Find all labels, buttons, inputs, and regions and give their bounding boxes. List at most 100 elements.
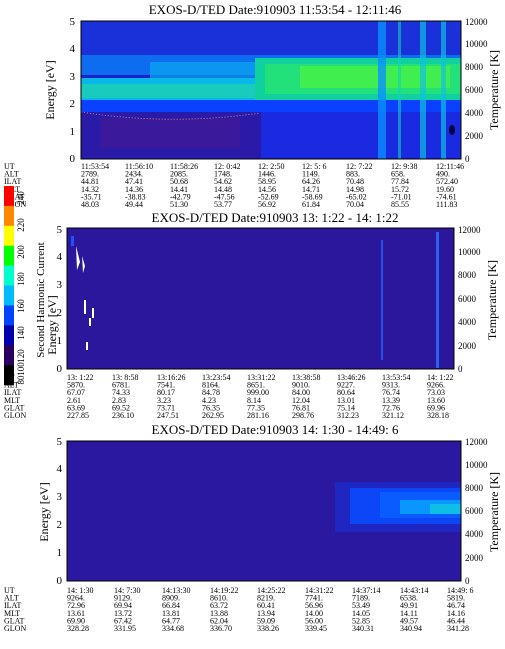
- ephemeris-cell: 69.52: [112, 403, 130, 412]
- panel-1: EXOS-D/TED Date:910903 11:53:54 - 12:11:…: [4, 2, 501, 209]
- colorbar-label: Second Harmonic Current: [35, 242, 47, 357]
- ephemeris-cell: 56.96: [305, 601, 323, 610]
- ephemeris-cell: 63.69: [67, 403, 85, 412]
- ephemeris-cell: 3.23: [157, 396, 171, 405]
- tick-label: 4000: [465, 529, 484, 539]
- ephemeris-cell: 658.: [391, 170, 405, 179]
- tick-label: 1: [70, 126, 76, 138]
- ephemeris-row-label: GLAT: [4, 192, 25, 201]
- colorbar-swatch: [4, 365, 14, 386]
- ephemeris-cell: 13.88: [210, 609, 228, 618]
- tick-label: 10000: [465, 39, 488, 49]
- panel-2-title: EXOS-D/TED Date:910903 13: 1:22 - 14: 1:…: [152, 210, 399, 225]
- tick-label: 6000: [458, 294, 477, 304]
- ephemeris-cell: 2.61: [67, 396, 81, 405]
- ephemeris-cell: 73.03: [427, 388, 445, 397]
- ephemeris-cell: 13: 1:22: [67, 373, 93, 382]
- ephemeris-cell: 236.10: [112, 411, 134, 420]
- ephemeris-cell: 13.60: [427, 396, 445, 405]
- ephemeris-cell: 13:23:54: [202, 373, 230, 382]
- ephemeris-cell: 12: 0:42: [214, 162, 240, 171]
- ephemeris-cell: 13.81: [162, 609, 180, 618]
- ephemeris-row-label: ILAT: [4, 601, 21, 610]
- ephemeris-cell: 66.84: [162, 601, 180, 610]
- ephemeris-cell: 14:31:22: [305, 586, 333, 595]
- panel-2-ephemeris: UT 13: 1:22 13: 8:58 13:16:26 13:23:54 13:31:…: [4, 373, 453, 420]
- ephemeris-cell: 80.64: [337, 388, 355, 397]
- ephemeris-cell: 227.85: [67, 411, 89, 420]
- ephemeris-cell: 8.14: [247, 396, 261, 405]
- ephemeris-cell: 56.00: [305, 616, 323, 625]
- ephemeris-cell: 12.04: [292, 396, 310, 405]
- ephemeris-cell: 56.92: [258, 200, 276, 209]
- ephemeris-cell: 340.94: [400, 624, 422, 633]
- ephemeris-row-label: GLAT: [4, 403, 25, 412]
- tick-label: 2000: [458, 341, 477, 351]
- ephemeris-cell: 69.90: [67, 616, 85, 625]
- ephemeris-cell: 13:46:26: [337, 373, 365, 382]
- ephemeris-cell: -52.69: [258, 192, 279, 201]
- panel-1-ephemeris: UT 11:53:54 11:56:10 11:58:26 12: 0:42 12: 2:…: [4, 162, 464, 209]
- ephemeris-cell: 14:37:14: [352, 586, 380, 595]
- ephemeris-cell: 14.71: [302, 185, 320, 194]
- ephemeris-cell: 44.81: [81, 177, 99, 186]
- tick-label: 4: [70, 43, 76, 55]
- ephemeris-cell: 54.62: [214, 177, 232, 186]
- colorbar-ticks: 240 220 200 180 160 140 120 100 80: [16, 191, 26, 385]
- ephemeris-cell: 11:53:54: [81, 162, 109, 171]
- ephemeris-cell: 64.77: [162, 616, 180, 625]
- tick-label: 8000: [465, 483, 484, 493]
- ephemeris-cell: 4.23: [202, 396, 216, 405]
- ephemeris-cell: 14: 7:30: [114, 586, 140, 595]
- ephemeris-cell: 1446.: [258, 170, 276, 179]
- ephemeris-cell: 1748.: [214, 170, 232, 179]
- ephemeris-cell: 12:11:46: [436, 162, 464, 171]
- panel-1-ylabel: Energy [eV]: [43, 60, 57, 119]
- tick-label: 0: [70, 153, 76, 165]
- panel-1-y2label: Temperature [K]: [487, 50, 501, 130]
- ephemeris-cell: 13.01: [337, 396, 355, 405]
- panel-1-y2axis: 0 2000 4000 6000 8000 10000 12000 Temper…: [465, 17, 501, 164]
- ephemeris-cell: 336.70: [210, 624, 232, 633]
- ephemeris-cell: 7189.: [352, 594, 370, 603]
- ephemeris-cell: 9313.: [382, 381, 400, 390]
- ephemeris-cell: 312.23: [337, 411, 359, 420]
- tick-label: 12000: [458, 225, 481, 235]
- ephemeris-row-label: UT: [4, 586, 15, 595]
- ephemeris-cell: 572.40: [436, 177, 458, 186]
- ephemeris-cell: 328.28: [67, 624, 89, 633]
- colorbar-tick: 80: [16, 375, 26, 385]
- ephemeris-cell: 74.33: [112, 388, 130, 397]
- panel-3: EXOS-D/TED Date:910903 14: 1:30 - 14:49:…: [4, 422, 501, 633]
- ephemeris-cell: 64.26: [302, 177, 320, 186]
- panel-1-yaxis: 0 1 2 3 4 5 Energy [eV]: [43, 16, 76, 165]
- ephemeris-cell: 53.77: [214, 200, 232, 209]
- ephemeris-cell: 80.17: [157, 388, 175, 397]
- ephemeris-cell: 12: 7:22: [346, 162, 372, 171]
- ephemeris-row-label: UT: [4, 373, 15, 382]
- ephemeris-row-label: ALT: [4, 594, 19, 603]
- ephemeris-cell: 69.96: [427, 403, 445, 412]
- tick-label: 2: [57, 519, 63, 531]
- ephemeris-cell: 11:56:10: [125, 162, 153, 171]
- colorbar-tick: 140: [16, 326, 26, 340]
- ephemeris-cell: 9266.: [427, 381, 445, 390]
- ephemeris-cell: 77.84: [391, 177, 409, 186]
- ephemeris-cell: -38.83: [125, 192, 146, 201]
- ephemeris-cell: 111.83: [436, 200, 457, 209]
- ephemeris-cell: 14.98: [346, 185, 364, 194]
- ephemeris-cell: 76.35: [202, 403, 220, 412]
- colorbar-swatch: [4, 285, 14, 306]
- ephemeris-cell: 9227.: [337, 381, 355, 390]
- colorbar-tick: 180: [16, 272, 26, 286]
- tick-label: 2: [57, 307, 63, 319]
- tick-label: 10000: [465, 460, 488, 470]
- ephemeris-cell: 76.74: [382, 388, 400, 397]
- ephemeris-cell: 14.36: [125, 185, 143, 194]
- ephemeris-cell: 70.48: [346, 177, 364, 186]
- ephemeris-cell: 70.04: [346, 200, 364, 209]
- colorbar-swatch: [4, 186, 14, 207]
- ephemeris-row-label: GLAT: [4, 616, 25, 625]
- ephemeris-cell: 11:58:26: [170, 162, 198, 171]
- ephemeris-cell: 12: 2:50: [258, 162, 284, 171]
